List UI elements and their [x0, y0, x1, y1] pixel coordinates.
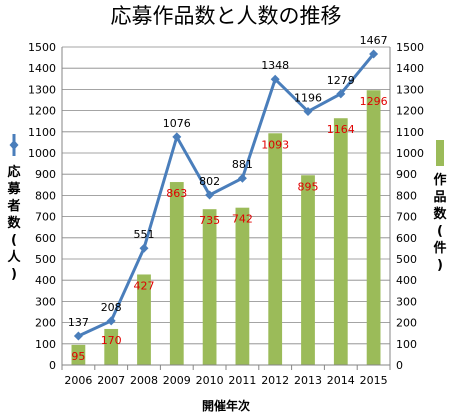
y-left-tick-label: 1200 — [28, 105, 56, 118]
x-tick-label: 2008 — [130, 374, 158, 387]
line-point — [270, 74, 280, 84]
x-tick-label: 2011 — [228, 374, 256, 387]
y-right-tick-label: 600 — [396, 232, 417, 245]
legend-line-marker — [9, 140, 19, 150]
y-right-tick-label: 1400 — [396, 62, 424, 75]
y-right-tick-label: 900 — [396, 168, 417, 181]
y-left-tick-label: 1500 — [28, 41, 56, 54]
y-right-tick-label: 800 — [396, 189, 417, 202]
bar-data-label: 895 — [298, 180, 319, 193]
line-data-label: 1076 — [163, 117, 191, 130]
bar-data-label: 1093 — [261, 138, 289, 151]
y-right-tick-label: 1500 — [396, 41, 424, 54]
y-left-tick-label: 200 — [35, 317, 56, 330]
y-left-tick-label: 100 — [35, 338, 56, 351]
bar — [333, 118, 348, 366]
y-left-tick-label: 500 — [35, 253, 56, 266]
y-right-tick-label: 200 — [396, 317, 417, 330]
line-data-label: 881 — [232, 158, 253, 171]
line-point — [139, 243, 149, 253]
bar — [202, 209, 217, 365]
bar — [301, 175, 315, 365]
bar-data-label: 742 — [232, 213, 253, 226]
y-right-tick-label: 500 — [396, 253, 417, 266]
bar — [71, 344, 86, 365]
bar-data-label: 427 — [134, 279, 155, 292]
bar — [268, 133, 283, 365]
line-point — [303, 106, 313, 116]
bar-series — [71, 90, 381, 366]
y-left-tick-label: 600 — [35, 232, 56, 245]
y-right-tick-label: 700 — [396, 211, 417, 224]
y-right-tick-label: 1200 — [396, 105, 424, 118]
x-tick-label: 2009 — [163, 374, 191, 387]
line-data-label: 1348 — [261, 59, 289, 72]
bar-data-label: 1296 — [360, 95, 388, 108]
line-data-label: 551 — [134, 228, 155, 241]
line-data-label: 1196 — [294, 91, 322, 104]
bar-data-label: 1164 — [327, 123, 355, 136]
y-left-tick-label: 1000 — [28, 147, 56, 160]
legend-left: 応募者数(人) — [6, 134, 21, 282]
line-point — [369, 49, 379, 59]
y-right-tick-label: 100 — [396, 338, 417, 351]
bar — [137, 274, 151, 365]
x-tick-label: 2015 — [360, 374, 388, 387]
bar — [235, 207, 250, 365]
x-tick-label: 2007 — [97, 374, 125, 387]
x-tick-label: 2012 — [261, 374, 289, 387]
y-right-tick-label: 1000 — [396, 147, 424, 160]
line-data-label: 1467 — [360, 34, 388, 47]
y-left-tick-label: 0 — [49, 359, 56, 372]
line-point — [106, 316, 116, 326]
line-series — [73, 49, 379, 341]
x-tick-label: 2006 — [64, 374, 92, 387]
line-point — [336, 89, 346, 99]
line-data-label: 1279 — [327, 74, 355, 87]
legend-right: 作品数(件) — [433, 140, 447, 273]
x-axis-label: 開催年次 — [202, 398, 250, 413]
legend-bar-swatch — [436, 140, 444, 166]
bar — [169, 182, 184, 365]
bar — [366, 90, 381, 366]
y-right-tick-label: 1300 — [396, 83, 424, 96]
bar-data-label: 735 — [199, 214, 220, 227]
axis-ticks: 0 0 100 100 200 200 300 300 400 400 500 500 600 600 70… — [28, 41, 424, 387]
line-point — [73, 331, 83, 341]
chart-title: 応募作品数と人数の推移 — [111, 4, 342, 28]
y-left-tick-label: 800 — [35, 189, 56, 202]
legend-line-label: 応募者数(人) — [6, 164, 21, 282]
y-left-tick-label: 300 — [35, 295, 56, 308]
line-data-label: 802 — [199, 175, 220, 188]
line-point — [205, 190, 215, 200]
line-data-label: 208 — [101, 301, 122, 314]
y-left-tick-label: 700 — [35, 211, 56, 224]
x-tick-label: 2014 — [327, 374, 355, 387]
line-point — [237, 173, 247, 183]
x-tick-label: 2013 — [294, 374, 322, 387]
grid-lines — [62, 46, 390, 366]
bar-data-label: 863 — [166, 187, 187, 200]
y-left-tick-label: 1300 — [28, 83, 56, 96]
line-data-label: 137 — [68, 316, 89, 329]
bar-data-label: 95 — [71, 350, 85, 363]
bar-data-label: 170 — [101, 334, 122, 347]
y-left-tick-label: 900 — [35, 168, 56, 181]
series-line — [77, 53, 375, 338]
data-labels: 137 208 551 1076 802 881 1348 1196 1279 1467 95 170… — [68, 34, 388, 363]
y-right-tick-label: 0 — [396, 359, 403, 372]
y-left-tick-label: 400 — [35, 274, 56, 287]
y-left-tick-label: 1400 — [28, 62, 56, 75]
legend-bar-label: 作品数(件) — [433, 172, 447, 273]
line-point — [172, 132, 182, 142]
y-right-tick-label: 300 — [396, 295, 417, 308]
x-tick-label: 2010 — [196, 374, 224, 387]
y-right-tick-label: 1100 — [396, 126, 424, 139]
y-right-tick-label: 400 — [396, 274, 417, 287]
y-left-tick-label: 1100 — [28, 126, 56, 139]
bar — [104, 328, 119, 365]
